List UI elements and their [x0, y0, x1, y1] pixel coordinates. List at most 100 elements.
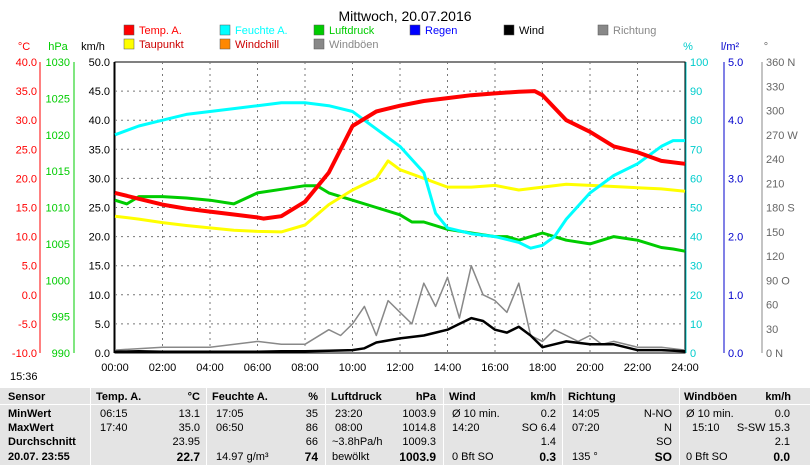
axis-unit-direction: °	[764, 41, 768, 53]
y-tick-label-direction: 300	[766, 106, 784, 118]
stats-label-min: MinWert	[8, 408, 52, 420]
y-tick-label-hpa: 1030	[46, 57, 70, 69]
x-tick-label: 12:00	[386, 362, 414, 374]
y-tick-label-direction: 0 N	[766, 348, 783, 360]
y-tick-label-rain: 3.0	[728, 173, 743, 185]
y-tick-label-percent: 0	[690, 348, 696, 360]
stats-min-wind-val: 0.2	[540, 408, 556, 420]
y-tick-label-celsius: -10.0	[12, 348, 37, 360]
y-tick-label-direction: 90 O	[766, 275, 790, 287]
y-tick-label-direction: 150	[766, 227, 784, 239]
axis-unit-kmh: km/h	[81, 41, 105, 53]
y-tick-label-hpa: 1015	[46, 166, 70, 178]
y-tick-label-celsius: 25.0	[16, 144, 37, 156]
y-tick-label-percent: 20	[690, 290, 702, 302]
y-tick-label-hpa: 1025	[46, 93, 70, 105]
y-tick-label-percent: 60	[690, 173, 702, 185]
stats-min-press-time: 23:20	[335, 408, 363, 420]
y-tick-label-kmh: 50.0	[89, 57, 110, 69]
x-tick-label: 20:00	[576, 362, 604, 374]
legend-swatch	[219, 38, 231, 50]
y-tick-label-celsius: -5.0	[18, 319, 37, 331]
axis-unit-rain: l/m²	[721, 41, 740, 53]
y-tick-label-hpa: 995	[52, 312, 70, 324]
stats-max-temp-val: 35.0	[178, 422, 200, 434]
chart-series	[114, 89, 686, 354]
stats-label-max: MaxWert	[8, 422, 54, 434]
stats-cur-gust-val: 0.0	[773, 450, 790, 464]
y-tick-label-hpa: 1020	[46, 130, 70, 142]
stats-header-temp-unit: °C	[187, 391, 200, 403]
legend-swatch	[123, 38, 135, 50]
stats-avg-humid-val: 66	[305, 436, 318, 448]
legend-swatch	[219, 24, 231, 36]
stats-header-gust: Windböen	[684, 391, 738, 403]
y-tick-label-percent: 30	[690, 261, 702, 273]
stats-cur-gust-bft: 0 Bft SO	[686, 451, 728, 463]
y-tick-label-percent: 100	[690, 57, 708, 69]
y-tick-label-kmh: 20.0	[89, 232, 110, 244]
y-tick-label-direction: 240	[766, 154, 784, 166]
stats-label-avg: Durchschnitt	[8, 436, 76, 448]
stats-header-temp: Temp. A.	[96, 391, 142, 403]
y-tick-label-percent: 40	[690, 232, 702, 244]
stats-max-humid-val: 86	[305, 422, 318, 434]
stats-max-dir-time: 07:20	[572, 422, 600, 434]
stats-min-dir-val: N-NO	[643, 408, 672, 420]
y-tick-label-kmh: 10.0	[89, 290, 110, 302]
stats-min-humid-val: 35	[305, 408, 318, 420]
series-line-windb-en	[114, 264, 686, 351]
stats-cur-press-val: 1003.9	[399, 450, 436, 464]
weather-chart: 00:00 02:00 04:00 06:00 08:00 10:00 12:00 14:00…	[12, 8, 798, 374]
y-tick-label-direction: 270 W	[766, 130, 798, 142]
stats-min-temp-time: 06:15	[100, 408, 128, 420]
y-tick-label-percent: 70	[690, 144, 702, 156]
stats-divider	[206, 388, 207, 465]
legend-swatch	[313, 24, 325, 36]
stats-divider	[325, 388, 326, 465]
stats-max-gust-time: 15:10	[692, 422, 720, 434]
legend-swatch	[409, 24, 421, 36]
y-tick-label-direction: 360 N	[766, 57, 795, 69]
axis-unit-percent: %	[683, 41, 693, 53]
y-tick-label-celsius: 35.0	[16, 86, 37, 98]
y-tick-label-celsius: 20.0	[16, 173, 37, 185]
x-tick-label: 04:00	[196, 362, 224, 374]
y-tick-label-celsius: 10.0	[16, 232, 37, 244]
y-tick-label-direction: 30	[766, 324, 778, 336]
y-tick-label-percent: 10	[690, 319, 702, 331]
x-tick-label: 00:00	[101, 362, 129, 374]
series-line-luftdruck	[114, 184, 686, 253]
y-tick-label-celsius: 40.0	[16, 57, 37, 69]
chart-legend: Temp. A. Feuchte A. Luftdruck Regen Wind Rich…	[123, 24, 656, 51]
legend-swatch	[313, 38, 325, 50]
x-tick-label: 06:00	[244, 362, 272, 374]
stats-cur-wind-bft: 0 Bft SO	[452, 451, 494, 463]
y-tick-label-kmh: 30.0	[89, 173, 110, 185]
y-tick-label-direction: 210	[766, 178, 784, 190]
y-tick-label-celsius: 15.0	[16, 203, 37, 215]
legend-label: Wind	[519, 25, 544, 37]
stats-cur-wind-val: 0.3	[539, 450, 556, 464]
stats-avg-wind-val: 1.4	[540, 436, 556, 448]
stats-min-temp-val: 13.1	[178, 408, 200, 420]
x-tick-label: 16:00	[481, 362, 509, 374]
series-line-temp-a-	[114, 89, 686, 221]
y-tick-label-kmh: 25.0	[89, 203, 110, 215]
y-tick-label-rain: 4.0	[728, 115, 743, 127]
y-tick-label-rain: 5.0	[728, 57, 743, 69]
y-tick-label-percent: 80	[690, 115, 702, 127]
legend-label: Regen	[425, 25, 457, 37]
y-tick-label-direction: 60	[766, 300, 778, 312]
series-line-feuchte-a-	[114, 101, 685, 250]
stats-max-humid-time: 06:50	[216, 422, 244, 434]
y-tick-label-percent: 50	[690, 203, 702, 215]
legend-swatch	[123, 24, 135, 36]
stats-min-gust-time: Ø 10 min.	[686, 408, 734, 420]
legend-swatch	[503, 24, 515, 36]
stats-max-press-val: 1014.8	[402, 422, 436, 434]
stats-max-gust-val: S-SW 15.3	[736, 422, 790, 434]
stats-avg-press-trend: ~3.8hPa/h	[332, 436, 383, 448]
stats-avg-gust-val: 2.1	[774, 436, 790, 448]
stats-header-dir: Richtung	[568, 391, 616, 403]
